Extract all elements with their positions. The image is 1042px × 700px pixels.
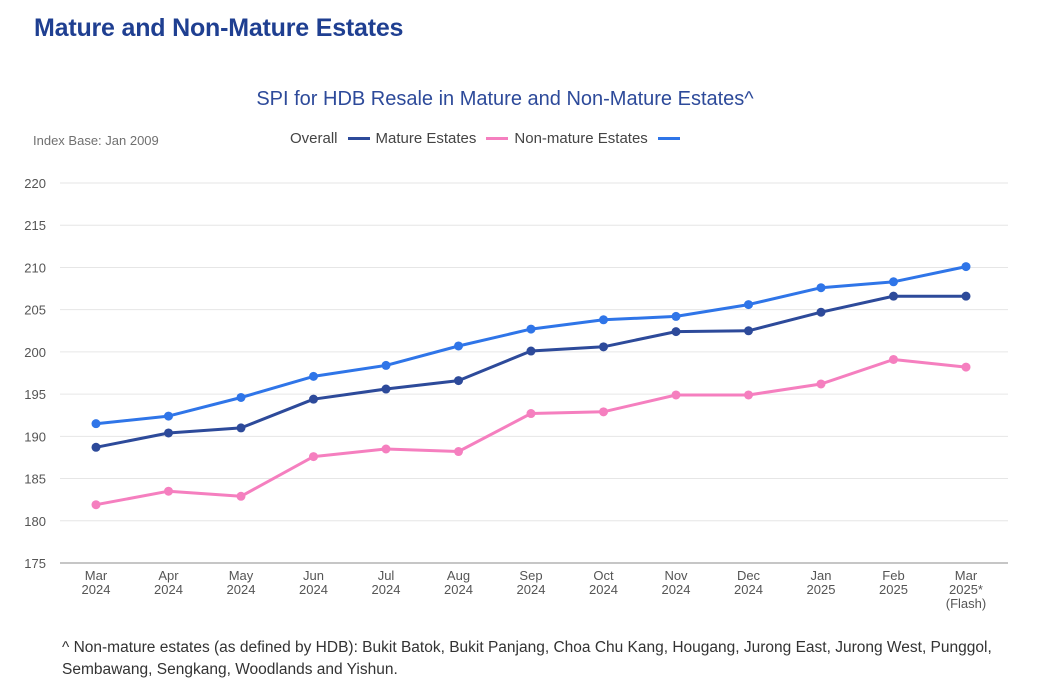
x-tick-label: Sep 2024: [517, 568, 546, 597]
data-point: [164, 486, 173, 496]
data-point: [309, 371, 318, 381]
x-tick-label: Dec 2024: [734, 568, 763, 597]
data-point: [381, 384, 391, 394]
data-point: [309, 452, 318, 462]
legend-label-overall: Overall: [290, 130, 338, 147]
data-point: [91, 419, 101, 429]
legend-swatch-mature: [486, 137, 509, 140]
data-point: [599, 342, 608, 352]
data-point: [454, 376, 463, 386]
footnote: ^ Non-mature estates (as defined by HDB)…: [62, 639, 992, 678]
data-point: [671, 327, 681, 337]
legend-label-non-mature: Non-mature Estates: [514, 130, 648, 147]
y-tick-label: 180: [24, 514, 46, 529]
x-tick-label: May 2024: [227, 568, 256, 597]
x-tick-label: Feb 2025: [879, 568, 908, 597]
data-point: [309, 394, 318, 404]
data-point: [526, 346, 536, 356]
legend-entry-non-mature: Non-mature Estates: [514, 130, 685, 147]
y-tick-label: 220: [24, 176, 46, 191]
series-lines: [95, 265, 967, 507]
x-tick-label: Jan 2025: [807, 568, 836, 597]
data-point: [599, 315, 608, 325]
data-point: [236, 392, 246, 402]
data-point: [744, 300, 753, 310]
data-point: [236, 491, 246, 501]
y-tick-label: 175: [24, 556, 46, 571]
data-point: [454, 447, 463, 457]
chart-title: SPI for HDB Resale in Mature and Non-Mat…: [256, 88, 754, 110]
x-tick-label: Nov 2024: [662, 568, 691, 597]
data-point: [889, 354, 898, 364]
data-point: [454, 341, 463, 351]
page-title: Mature and Non-Mature Estates: [34, 14, 404, 42]
series-line-1: [95, 358, 967, 507]
data-point: [961, 262, 971, 272]
x-tick-label: Aug 2024: [444, 568, 473, 597]
data-point: [744, 390, 753, 400]
data-point: [961, 291, 971, 301]
data-point: [526, 324, 536, 334]
series-line-0: [95, 294, 966, 449]
y-tick-label: 185: [24, 472, 46, 487]
legend-swatch-non-mature: [657, 137, 680, 140]
x-axis: Mar 2024 Apr 2024 May 2024 Jun 2024 Jul 2024 Aug 20…: [82, 568, 987, 611]
y-tick-label: 215: [24, 218, 46, 233]
series-line-2: [95, 265, 967, 426]
x-tick-label: Mar 2025* (Flash): [946, 568, 986, 611]
y-tick-label: 190: [24, 429, 46, 444]
data-point: [816, 379, 826, 389]
legend-label-mature: Mature Estates: [375, 130, 477, 147]
data-point: [816, 307, 826, 317]
series-points: [91, 262, 971, 510]
x-tick-label: Jul 2024: [372, 568, 401, 597]
y-tick-label: 205: [24, 303, 46, 318]
y-tick-label: 210: [24, 260, 46, 275]
data-point: [671, 311, 681, 321]
data-point: [889, 277, 898, 287]
data-point: [744, 326, 753, 336]
gridlines: [60, 182, 1008, 564]
legend-entry-overall: Overall: [290, 130, 376, 147]
chart-legend: Overall Mature Estates Non-mature Estate…: [290, 130, 686, 147]
data-point: [816, 283, 826, 293]
data-point: [91, 500, 101, 510]
legend-entry-mature: Mature Estates: [376, 130, 515, 147]
y-tick-label: 195: [24, 387, 46, 402]
x-tick-label: Oct 2024: [589, 568, 618, 597]
data-point: [889, 291, 898, 301]
x-tick-label: Apr 2024: [154, 568, 183, 597]
data-point: [164, 411, 173, 421]
data-point: [961, 362, 971, 372]
x-tick-label: Mar 2024: [82, 568, 111, 597]
data-point: [671, 390, 681, 400]
y-axis: 175 180 185 190 195 200 205 210 215 220: [24, 176, 46, 571]
x-tick-label: Jun 2024: [299, 568, 328, 597]
data-point: [91, 442, 101, 452]
data-point: [381, 444, 391, 454]
index-base-note: Index Base: Jan 2009: [33, 133, 159, 148]
data-point: [526, 409, 536, 419]
data-point: [236, 423, 246, 433]
data-point: [381, 360, 391, 370]
y-tick-label: 200: [24, 345, 46, 360]
legend-swatch-overall: [347, 137, 370, 140]
data-point: [164, 428, 173, 438]
data-point: [599, 407, 608, 417]
